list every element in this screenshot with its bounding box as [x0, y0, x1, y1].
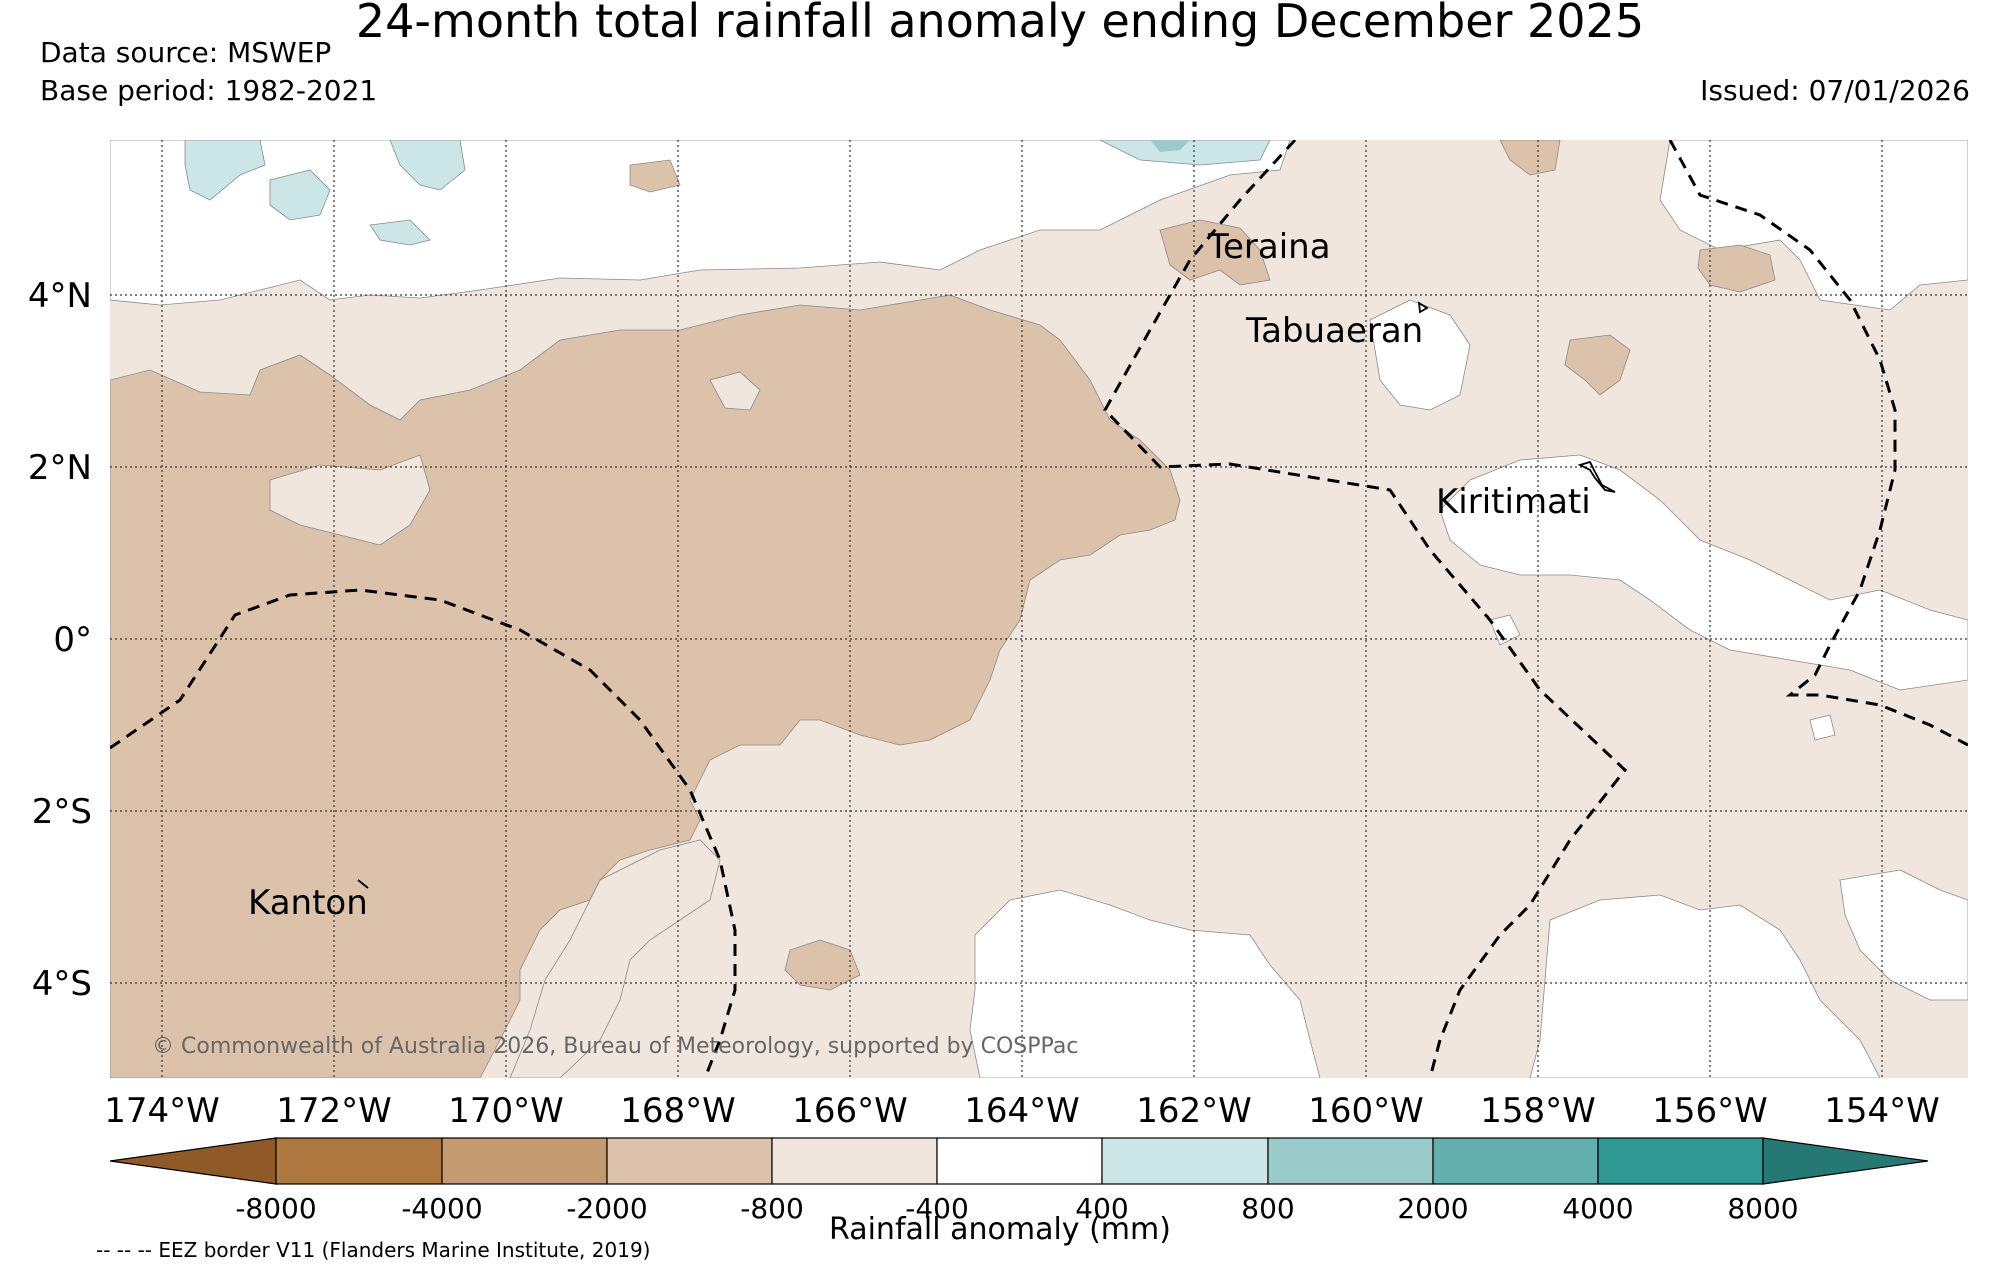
- anomaly-light-dry-patches: [269, 371, 761, 1078]
- lon-label-158w: 158°W: [1480, 1091, 1596, 1131]
- lat-label-2s: 2°S: [32, 792, 92, 832]
- colorbar-bin-9: [1597, 1137, 1764, 1185]
- colorbar: [109, 1137, 1929, 1185]
- colorbar-bin-5: [936, 1137, 1103, 1185]
- colorbar-title: Rainfall anomaly (mm): [829, 1212, 1171, 1247]
- lat-label-2n: 2°N: [28, 448, 92, 488]
- colorbar-bin-3: [606, 1137, 773, 1185]
- colorbar-tick: -4000: [401, 1192, 482, 1225]
- anomaly-medium-wet-region: [1150, 140, 1190, 152]
- colorbar-tick: -2000: [566, 1192, 647, 1225]
- colorbar-bin-1: [275, 1137, 443, 1185]
- base-period-text: Base period: 1982-2021: [40, 74, 378, 107]
- colorbar-bin-2: [441, 1137, 608, 1185]
- lat-label-0: 0°: [53, 620, 92, 660]
- graticule: [110, 140, 1968, 1078]
- kiritimati-island: [1577, 460, 1616, 493]
- colorbar-tick: 4000: [1562, 1192, 1633, 1225]
- anomaly-light-wet-regions: [184, 140, 1271, 246]
- lat-label-4s: 4°S: [32, 964, 92, 1004]
- eez-borders: [110, 140, 1968, 1078]
- colorbar-tick: 400: [1075, 1192, 1128, 1225]
- colorbar-extend-high: [1762, 1137, 1929, 1185]
- colorbar-bin-7: [1267, 1137, 1434, 1185]
- lon-label-164w: 164°W: [964, 1091, 1080, 1131]
- place-label-tabuaeran: Tabuaeran: [1245, 311, 1423, 351]
- colorbar-bin-6: [1101, 1137, 1269, 1185]
- lon-label-172w: 172°W: [276, 1091, 392, 1131]
- place-label-teraina: Teraina: [1207, 227, 1331, 267]
- colorbar-tick: -800: [740, 1192, 804, 1225]
- map-plot-area: [110, 140, 1968, 1078]
- lon-label-168w: 168°W: [620, 1091, 736, 1131]
- data-source-text: Data source: MSWEP: [40, 36, 332, 69]
- map-title: 24-month total rainfall anomaly ending D…: [355, 0, 1645, 48]
- colorbar-bin-8: [1432, 1137, 1599, 1185]
- lon-label-170w: 170°W: [448, 1091, 564, 1131]
- colorbar-tick: 2000: [1397, 1192, 1468, 1225]
- colorbar-extend-low: [109, 1137, 277, 1185]
- lon-label-154w: 154°W: [1824, 1091, 1940, 1131]
- longitude-labels: 174°W 172°W 170°W 168°W 166°W 164°W 162°…: [104, 1091, 1940, 1131]
- colorbar-tick: 800: [1241, 1192, 1294, 1225]
- eez-legend-note: -- -- -- EEZ border V11 (Flanders Marine…: [96, 1238, 651, 1262]
- place-labels: Teraina Tabuaeran Kiritimati Kanton: [248, 227, 1591, 923]
- colorbar-tick: -400: [905, 1192, 969, 1225]
- place-label-kiritimati: Kiritimati: [1436, 482, 1591, 522]
- lon-label-166w: 166°W: [792, 1091, 908, 1131]
- lon-label-162w: 162°W: [1136, 1091, 1252, 1131]
- colorbar-bin-4: [771, 1137, 938, 1185]
- place-label-kanton: Kanton: [248, 883, 368, 923]
- tabuaeran-island: [1417, 301, 1429, 314]
- lat-label-4n: 4°N: [28, 276, 92, 316]
- copyright-notice: © Commonwealth of Australia 2026, Bureau…: [152, 1034, 1079, 1059]
- latitude-labels: 4°N 2°N 0° 2°S 4°S: [28, 276, 92, 1004]
- colorbar-tick: -8000: [235, 1192, 316, 1225]
- island-outlines: [357, 301, 1616, 889]
- lon-label-174w: 174°W: [104, 1091, 220, 1131]
- lon-label-156w: 156°W: [1652, 1091, 1768, 1131]
- colorbar-tick-labels: -8000 -4000 -2000 -800 -400 400 800 2000…: [235, 1192, 1798, 1225]
- issued-date-text: Issued: 07/01/2026: [1700, 74, 1970, 107]
- lon-label-160w: 160°W: [1308, 1091, 1424, 1131]
- colorbar-tick: 8000: [1727, 1192, 1798, 1225]
- kanton-island: [357, 879, 369, 889]
